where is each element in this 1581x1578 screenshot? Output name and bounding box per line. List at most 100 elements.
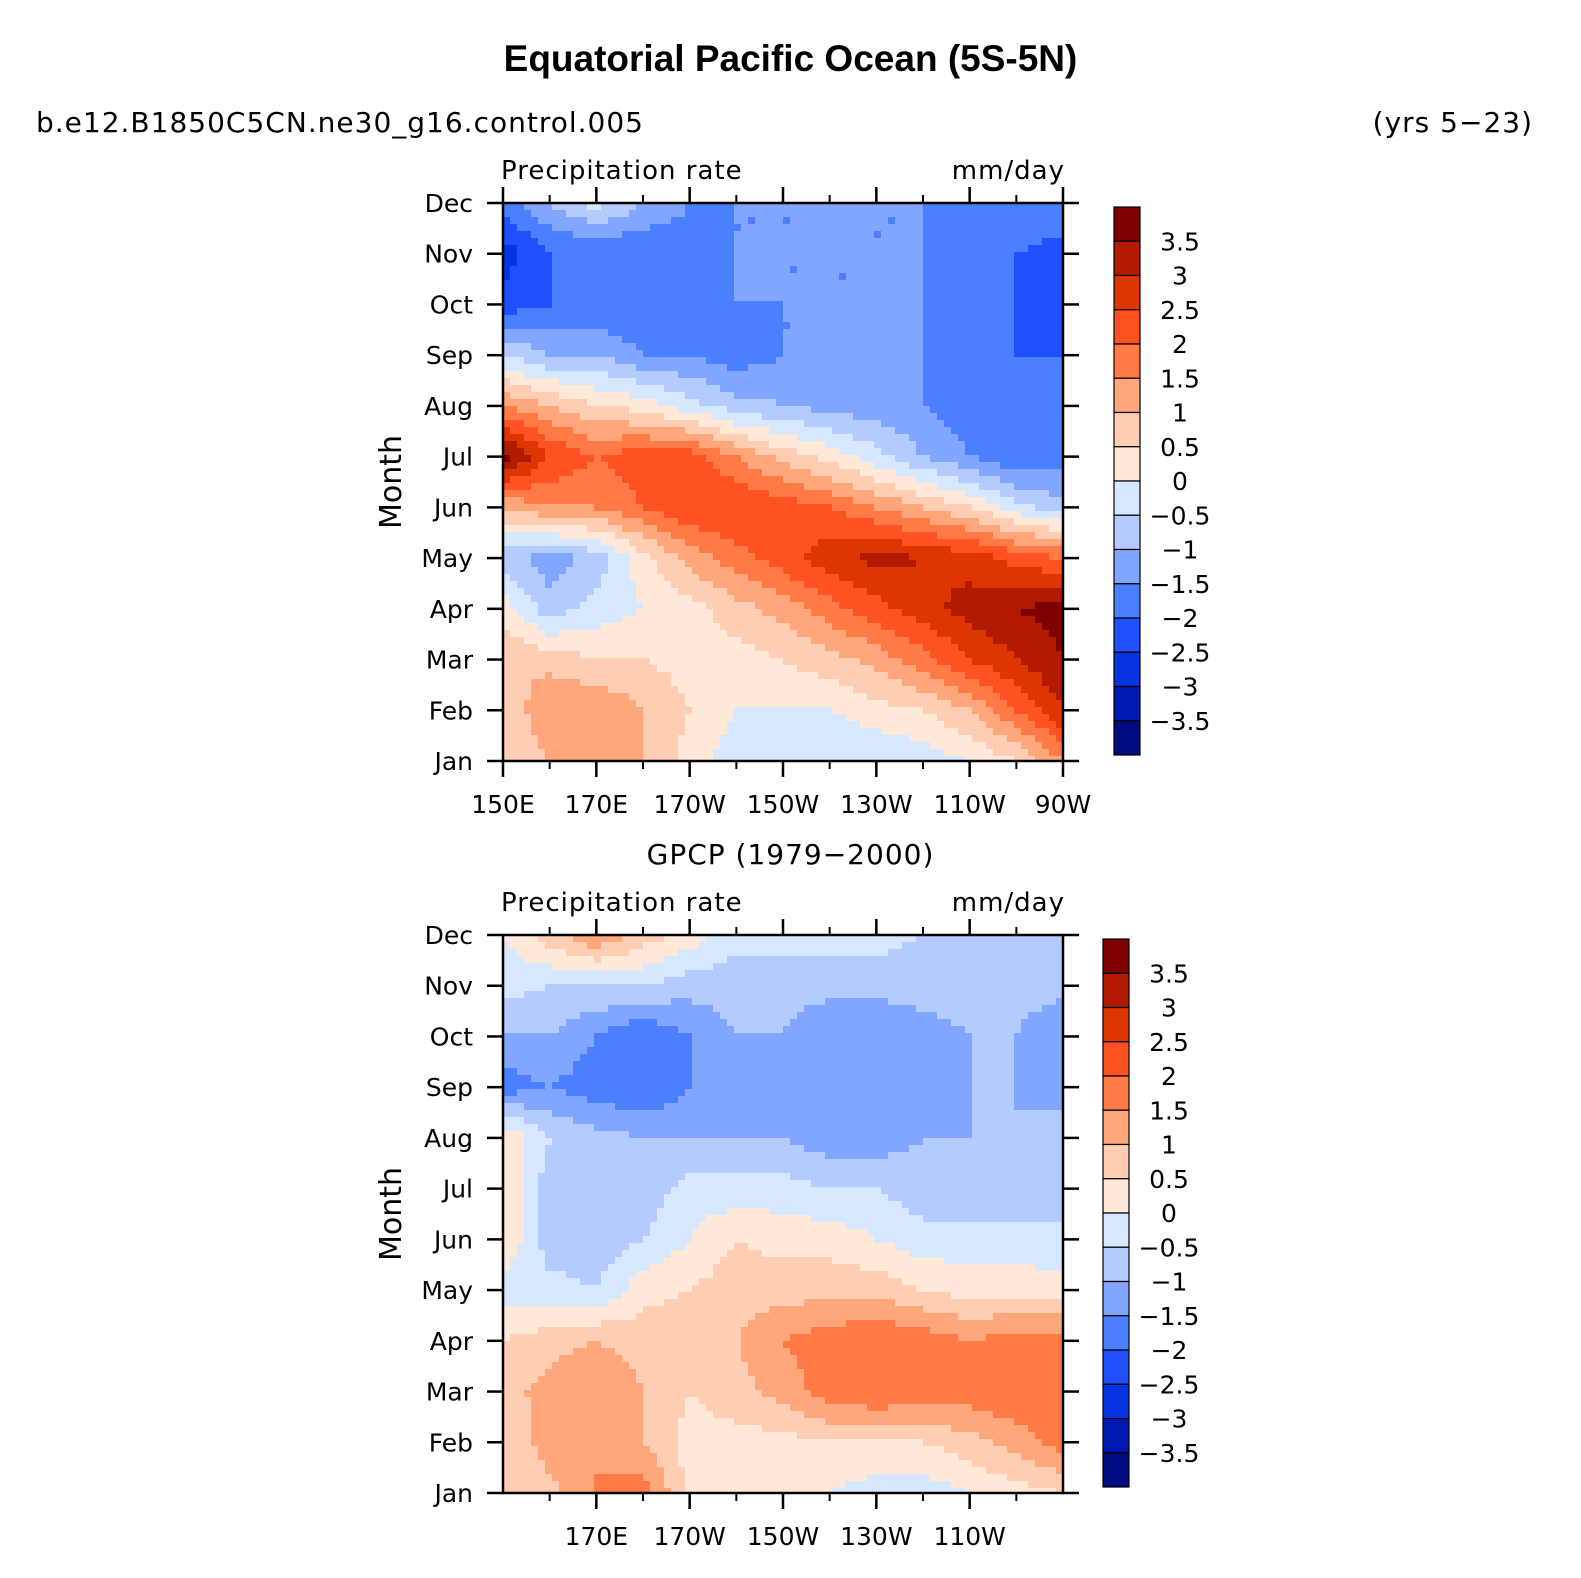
field-cell: [713, 483, 721, 491]
field-cell: [909, 364, 917, 372]
field-cell: [734, 497, 742, 505]
field-cell: [720, 245, 728, 253]
field-cell: [664, 441, 672, 449]
field-cell: [601, 546, 609, 554]
field-cell: [748, 378, 756, 386]
field-cell: [608, 322, 616, 330]
field-cell: [552, 539, 560, 547]
field-cell: [1000, 525, 1008, 533]
field-cell: [762, 427, 770, 435]
field-cell: [1028, 413, 1036, 421]
field-cell: [769, 238, 777, 246]
field-cell: [657, 371, 665, 379]
field-cell: [545, 301, 553, 309]
field-cell: [825, 539, 833, 547]
field-cell: [937, 301, 945, 309]
field-cell: [545, 588, 553, 596]
field-cell: [979, 518, 987, 526]
field-cell: [713, 581, 721, 589]
field-cell: [811, 329, 819, 337]
field-cell: [678, 413, 686, 421]
field-cell: [860, 441, 868, 449]
field-cell: [1049, 532, 1057, 540]
field-cell: [727, 294, 735, 302]
field-cell: [832, 364, 840, 372]
field-cell: [545, 371, 553, 379]
field-cell: [804, 441, 812, 449]
field-cell: [692, 287, 700, 295]
field-cell: [902, 483, 910, 491]
field-cell: [503, 581, 511, 589]
field-cell: [769, 581, 777, 589]
field-cell: [594, 357, 602, 365]
field-cell: [916, 560, 924, 568]
field-cell: [951, 504, 959, 512]
field-cell: [552, 392, 560, 400]
field-cell: [762, 434, 770, 442]
field-cell: [1035, 623, 1043, 631]
field-cell: [1035, 455, 1043, 463]
field-cell: [587, 287, 595, 295]
field-cell: [937, 280, 945, 288]
field-cell: [965, 231, 973, 239]
field-cell: [678, 259, 686, 267]
field-cell: [657, 420, 665, 428]
field-cell: [930, 434, 938, 442]
field-cell: [538, 301, 546, 309]
field-cell: [657, 392, 665, 400]
field-cell: [755, 602, 763, 610]
field-cell: [524, 609, 532, 617]
field-cell: [769, 427, 777, 435]
field-cell: [1056, 434, 1064, 442]
field-cell: [692, 630, 700, 638]
field-cell: [664, 609, 672, 617]
field-cell: [615, 294, 623, 302]
field-cell: [972, 602, 980, 610]
field-cell: [678, 238, 686, 246]
field-cell: [748, 413, 756, 421]
field-cell: [517, 238, 525, 246]
field-cell: [594, 497, 602, 505]
field-cell: [874, 455, 882, 463]
field-cell: [965, 308, 973, 316]
field-cell: [853, 252, 861, 260]
field-cell: [797, 511, 805, 519]
field-cell: [832, 616, 840, 624]
field-cell: [615, 483, 623, 491]
field-cell: [699, 420, 707, 428]
field-cell: [769, 532, 777, 540]
field-cell: [657, 574, 665, 582]
field-cell: [580, 539, 588, 547]
field-cell: [902, 630, 910, 638]
field-cell: [664, 385, 672, 393]
field-cell: [622, 539, 630, 547]
field-cell: [1028, 364, 1036, 372]
field-cell: [909, 595, 917, 603]
field-cell: [1007, 413, 1015, 421]
field-cell: [517, 399, 525, 407]
field-cell: [517, 560, 525, 568]
field-cell: [748, 336, 756, 344]
field-cell: [923, 616, 931, 624]
field-cell: [979, 602, 987, 610]
field-cell: [1000, 588, 1008, 596]
field-cell: [643, 287, 651, 295]
field-cell: [636, 497, 644, 505]
field-cell: [832, 252, 840, 260]
field-cell: [636, 546, 644, 554]
field-cell: [636, 336, 644, 344]
field-cell: [643, 616, 651, 624]
field-cell: [629, 329, 637, 337]
field-cell: [1056, 574, 1064, 582]
field-cell: [601, 294, 609, 302]
field-cell: [629, 448, 637, 456]
field-cell: [699, 455, 707, 463]
field-cell: [1000, 532, 1008, 540]
field-cell: [979, 469, 987, 477]
field-cell: [881, 560, 889, 568]
field-cell: [643, 231, 651, 239]
field-cell: [524, 434, 532, 442]
field-cell: [1007, 525, 1015, 533]
field-cell: [825, 546, 833, 554]
field-cell: [951, 364, 959, 372]
